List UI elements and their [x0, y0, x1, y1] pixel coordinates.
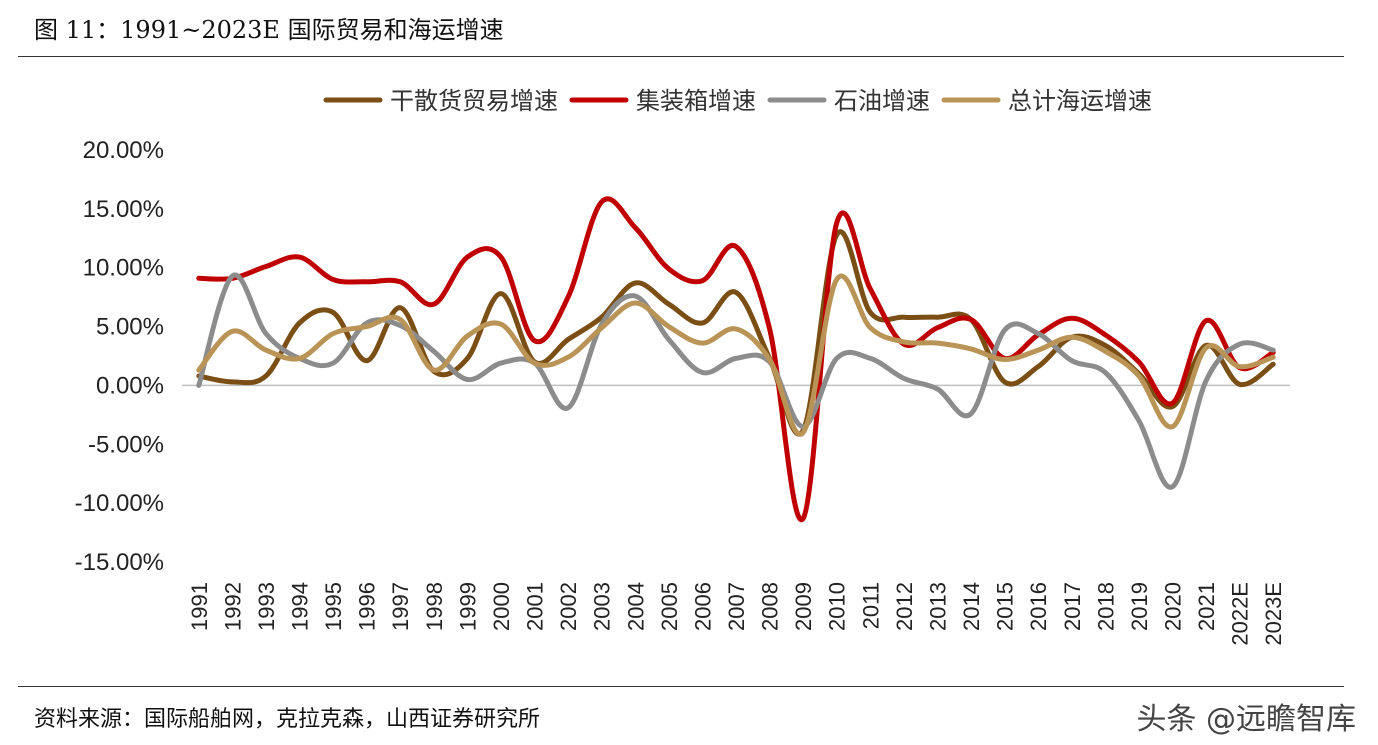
- x-tick-label: 2011: [858, 582, 883, 629]
- x-tick-label: 2004: [623, 582, 648, 631]
- y-tick-label: 15.00%: [83, 196, 164, 223]
- x-tick-label: 2009: [791, 582, 816, 631]
- x-tick-label: 2006: [690, 582, 715, 631]
- legend-label-3: 总计海运增速: [1008, 87, 1152, 115]
- y-tick-label: -5.00%: [88, 431, 164, 458]
- x-tick-label: 2020: [1160, 582, 1185, 631]
- x-tick-label: 2012: [892, 582, 917, 631]
- x-tick-label: 2016: [1026, 582, 1051, 631]
- chart-legend: 干散货贸易增速 集装箱增速 石油增速 总计海运增速: [323, 87, 1152, 115]
- legend-label-2: 石油增速: [834, 87, 930, 115]
- x-tick-label: 2017: [1060, 582, 1085, 631]
- x-tick-label: 2003: [590, 582, 615, 631]
- x-tick-label: 1993: [254, 582, 279, 631]
- y-tick-label: 5.00%: [96, 314, 164, 341]
- series-line-3: [196, 273, 1276, 437]
- series-line-1: [196, 196, 1276, 523]
- x-tick-label: 2015: [993, 582, 1018, 631]
- x-tick-label: 1996: [355, 582, 380, 631]
- x-tick-label: 1994: [288, 582, 313, 631]
- figure-title: 图 11：1991~2023E 国际贸易和海运增速: [34, 16, 504, 44]
- watermark: 头条 @远瞻智库: [1136, 702, 1356, 737]
- x-tick-label: 1992: [220, 582, 245, 631]
- x-tick-label: 2001: [523, 582, 548, 631]
- x-tick-label: 2010: [825, 582, 850, 631]
- x-tick-label: 2014: [959, 582, 984, 631]
- legend-label-1: 集装箱增速: [636, 87, 756, 115]
- top-rule: [18, 56, 1344, 57]
- y-tick-label: -10.00%: [75, 490, 164, 517]
- y-tick-label: 20.00%: [83, 137, 164, 164]
- x-tick-label: 2008: [758, 582, 783, 631]
- y-tick-label: 0.00%: [96, 372, 164, 399]
- x-tick-label: 2013: [925, 582, 950, 631]
- series-line-0: [196, 229, 1276, 437]
- series-line-2: [196, 272, 1276, 490]
- x-tick-label: 1997: [388, 582, 413, 631]
- y-axis: 20.00% 15.00% 10.00% 5.00% 0.00% -5.00% -10.00…: [75, 137, 164, 576]
- series-lines: [196, 196, 1276, 523]
- x-tick-label: 2021: [1194, 582, 1219, 631]
- x-tick-label: 1991: [187, 582, 212, 631]
- y-tick-label: -15.00%: [75, 549, 164, 576]
- x-tick-label: 2023E: [1261, 582, 1286, 646]
- x-tick-label: 2022E: [1228, 582, 1253, 646]
- source-note: 资料来源：国际船舶网，克拉克森，山西证券研究所: [34, 707, 541, 732]
- x-tick-label: 1999: [455, 582, 480, 631]
- x-tick-label: 2000: [489, 582, 514, 631]
- bottom-rule: [18, 686, 1344, 687]
- x-tick-label: 2018: [1093, 582, 1118, 631]
- legend-label-0: 干散货贸易增速: [390, 87, 558, 115]
- x-tick-label: 2007: [724, 582, 749, 631]
- x-tick-label: 2002: [556, 582, 581, 631]
- x-tick-label: 2019: [1127, 582, 1152, 631]
- y-tick-label: 10.00%: [83, 255, 164, 282]
- x-axis: 1991 1992 1993 1994 1995 1996 1997 1998 1999 2000…: [182, 384, 1290, 646]
- x-tick-label: 1995: [321, 582, 346, 631]
- x-tick-label: 1998: [422, 582, 447, 631]
- x-tick-label: 2005: [657, 582, 682, 631]
